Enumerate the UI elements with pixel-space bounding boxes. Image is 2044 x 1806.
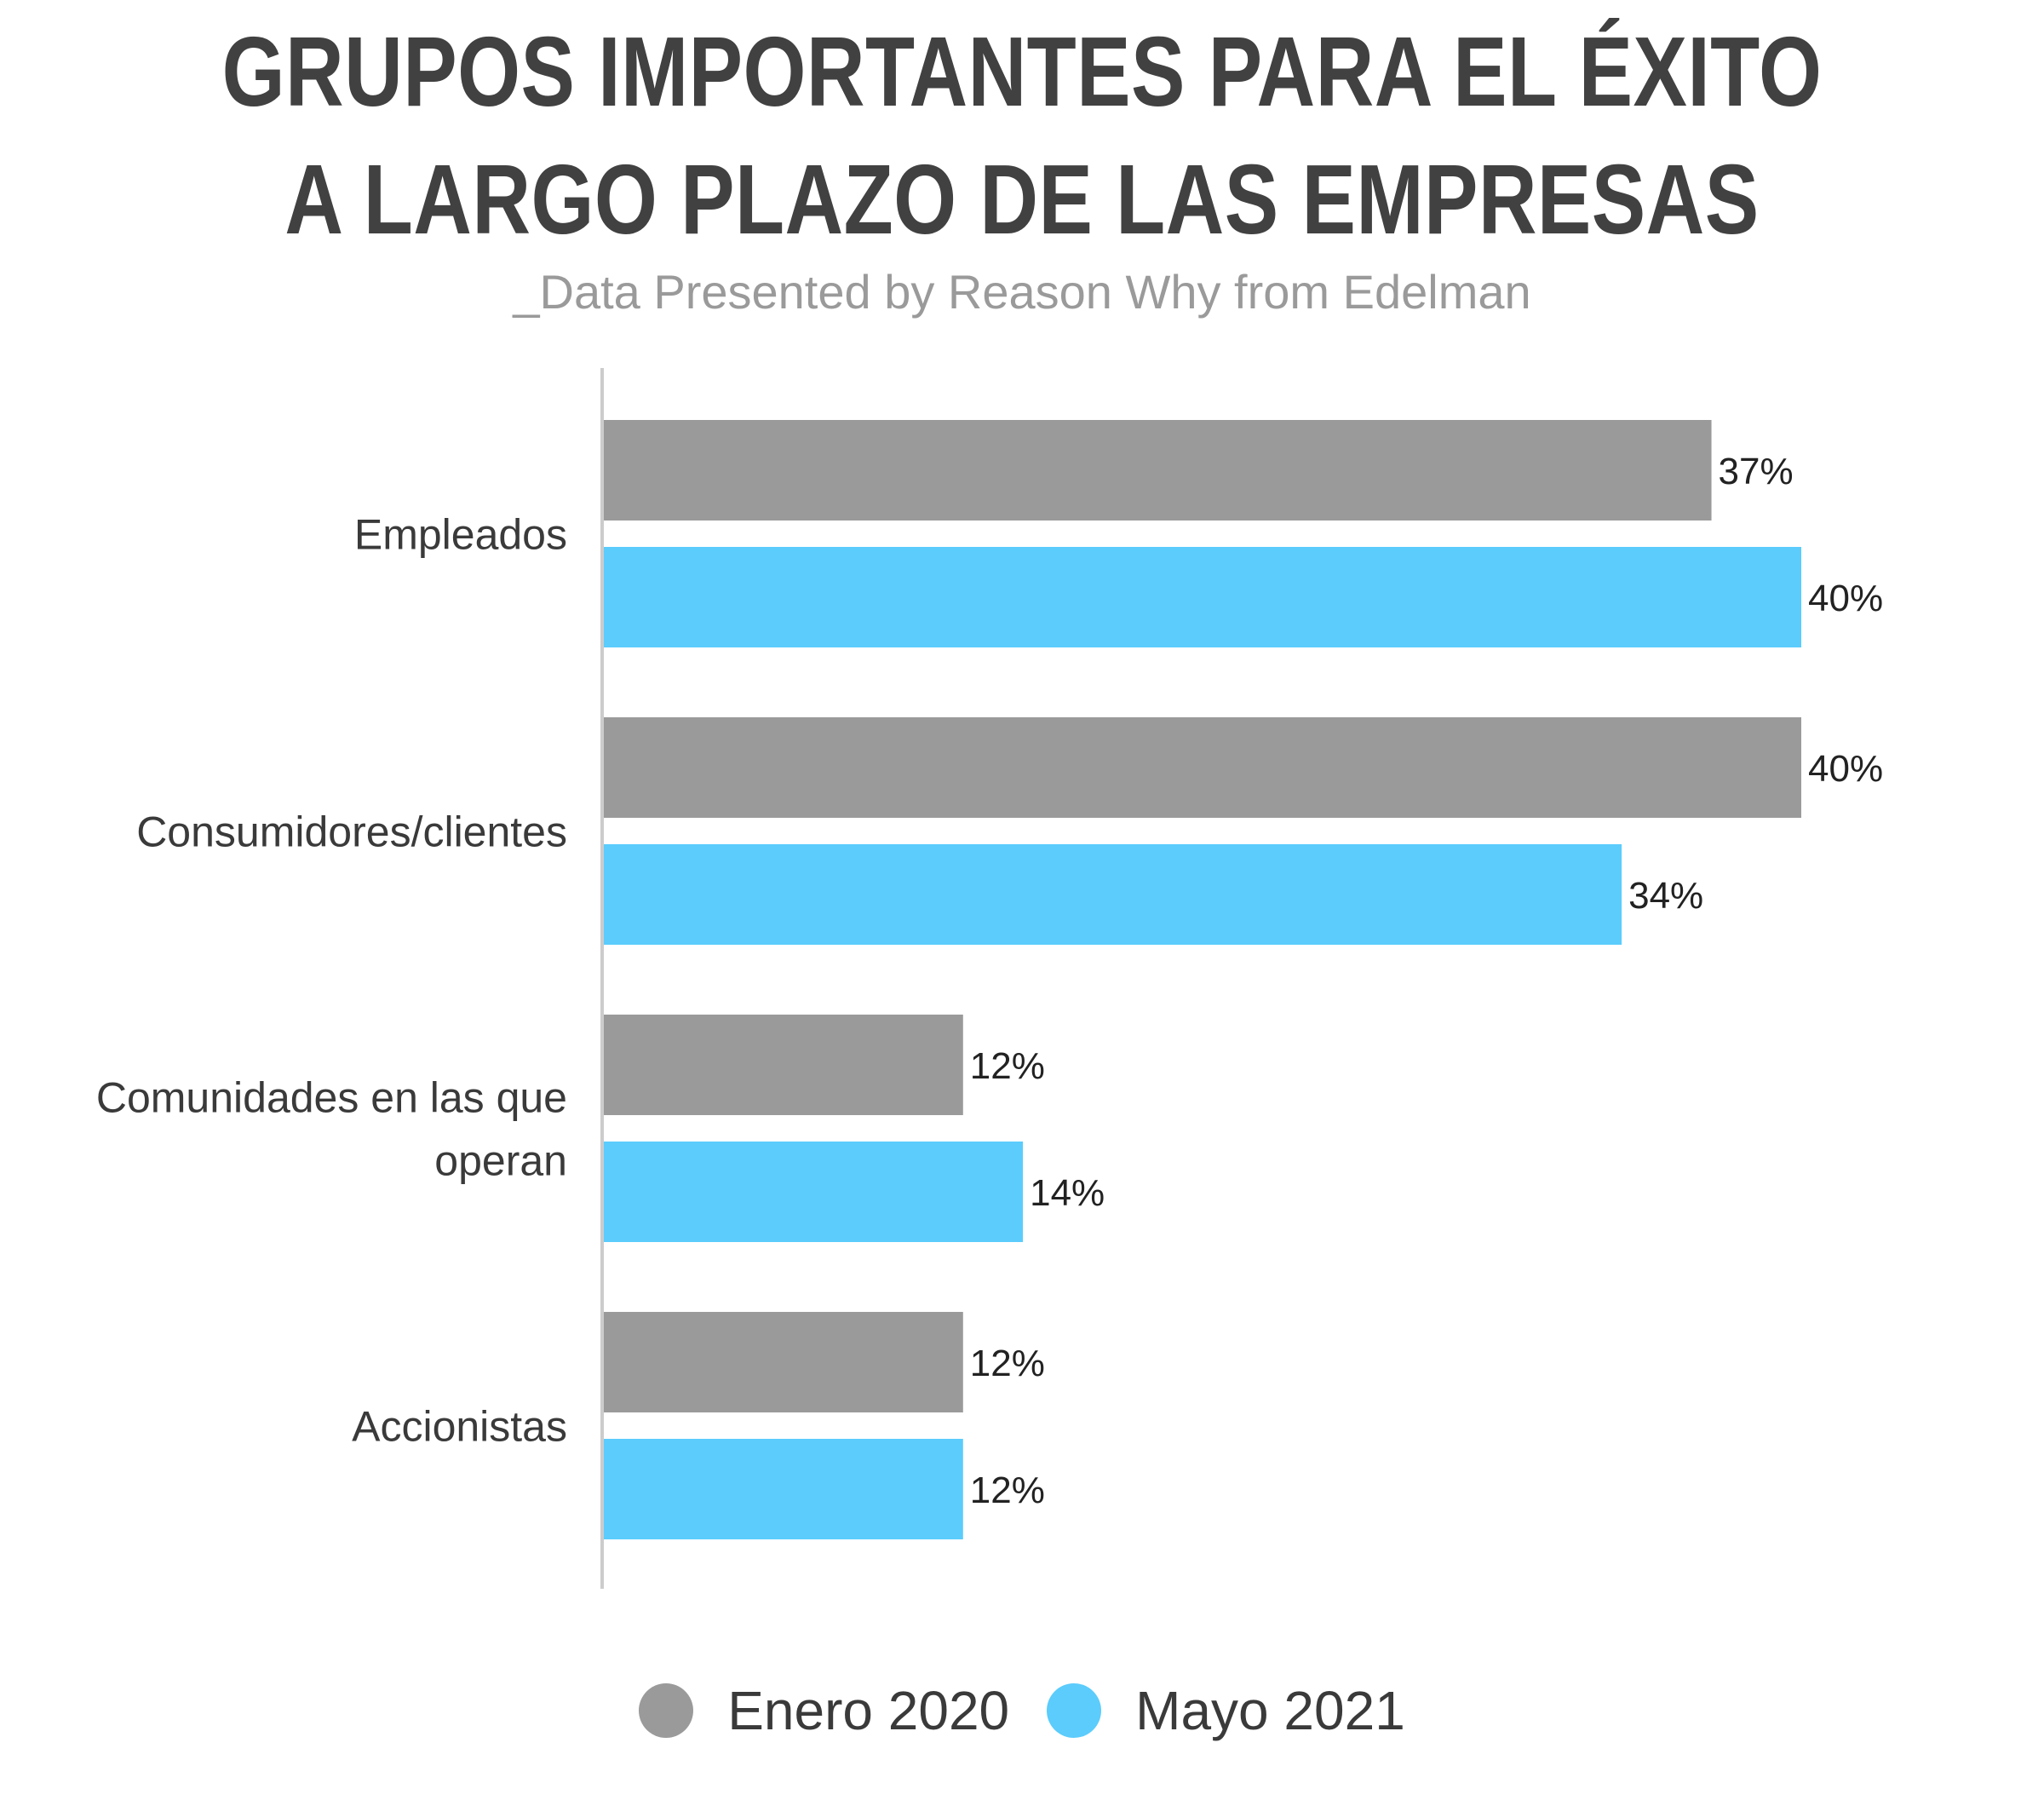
data-label-mayo-2021-1: 34% [1628, 875, 1703, 917]
legend-swatch-enero-2020 [639, 1683, 694, 1738]
bar-enero-2020-1 [604, 717, 1801, 818]
category-label-3-line-0: Accionistas [352, 1403, 567, 1451]
category-label-2-line-0: Comunidades en las que [96, 1074, 567, 1122]
data-label-mayo-2021-3: 12% [970, 1470, 1045, 1511]
data-label-mayo-2021-2: 14% [1030, 1172, 1105, 1214]
category-label-1-line-0: Consumidores/clientes [136, 808, 567, 856]
bar-mayo-2021-1 [604, 844, 1622, 945]
bar-mayo-2021-2 [604, 1142, 1024, 1242]
bar-mayo-2021-0 [604, 547, 1801, 647]
legend-swatch-mayo-2021 [1047, 1683, 1102, 1738]
bars-layer [604, 420, 1801, 1539]
data-label-enero-2020-3: 12% [970, 1343, 1045, 1384]
chart-subtitle: _Data Presented by Reason Why from Edelm… [513, 265, 1531, 319]
bar-enero-2020-3 [604, 1312, 963, 1412]
bar-enero-2020-0 [604, 420, 1712, 521]
category-label-2-line-1: operan [434, 1137, 567, 1185]
legend-item-mayo-2021: Mayo 2021 [1047, 1679, 1405, 1742]
chart-title-line-1: GRUPOS IMPORTANTES PARA EL ÉXITO [221, 16, 1823, 127]
legend: Enero 2020 Mayo 2021 [0, 1672, 2044, 1749]
legend-item-enero-2020: Enero 2020 [639, 1679, 1009, 1742]
data-label-enero-2020-1: 40% [1808, 748, 1883, 790]
legend-label-mayo-2021: Mayo 2021 [1135, 1680, 1405, 1741]
data-label-mayo-2021-0: 40% [1808, 578, 1883, 619]
category-label-0-line-0: Empleados [354, 511, 567, 559]
bar-mayo-2021-3 [604, 1439, 963, 1539]
data-label-enero-2020-2: 12% [970, 1045, 1045, 1087]
bar-enero-2020-2 [604, 1015, 963, 1115]
labels-layer: 37% 40% Empleados 40% 34% Consumidores/client… [96, 451, 1883, 1511]
data-label-enero-2020-0: 37% [1719, 451, 1794, 492]
legend-label-enero-2020: Enero 2020 [727, 1680, 1010, 1741]
chart-title-line-2: A LARGO PLAZO DE LAS EMPRESAS [284, 144, 1760, 255]
